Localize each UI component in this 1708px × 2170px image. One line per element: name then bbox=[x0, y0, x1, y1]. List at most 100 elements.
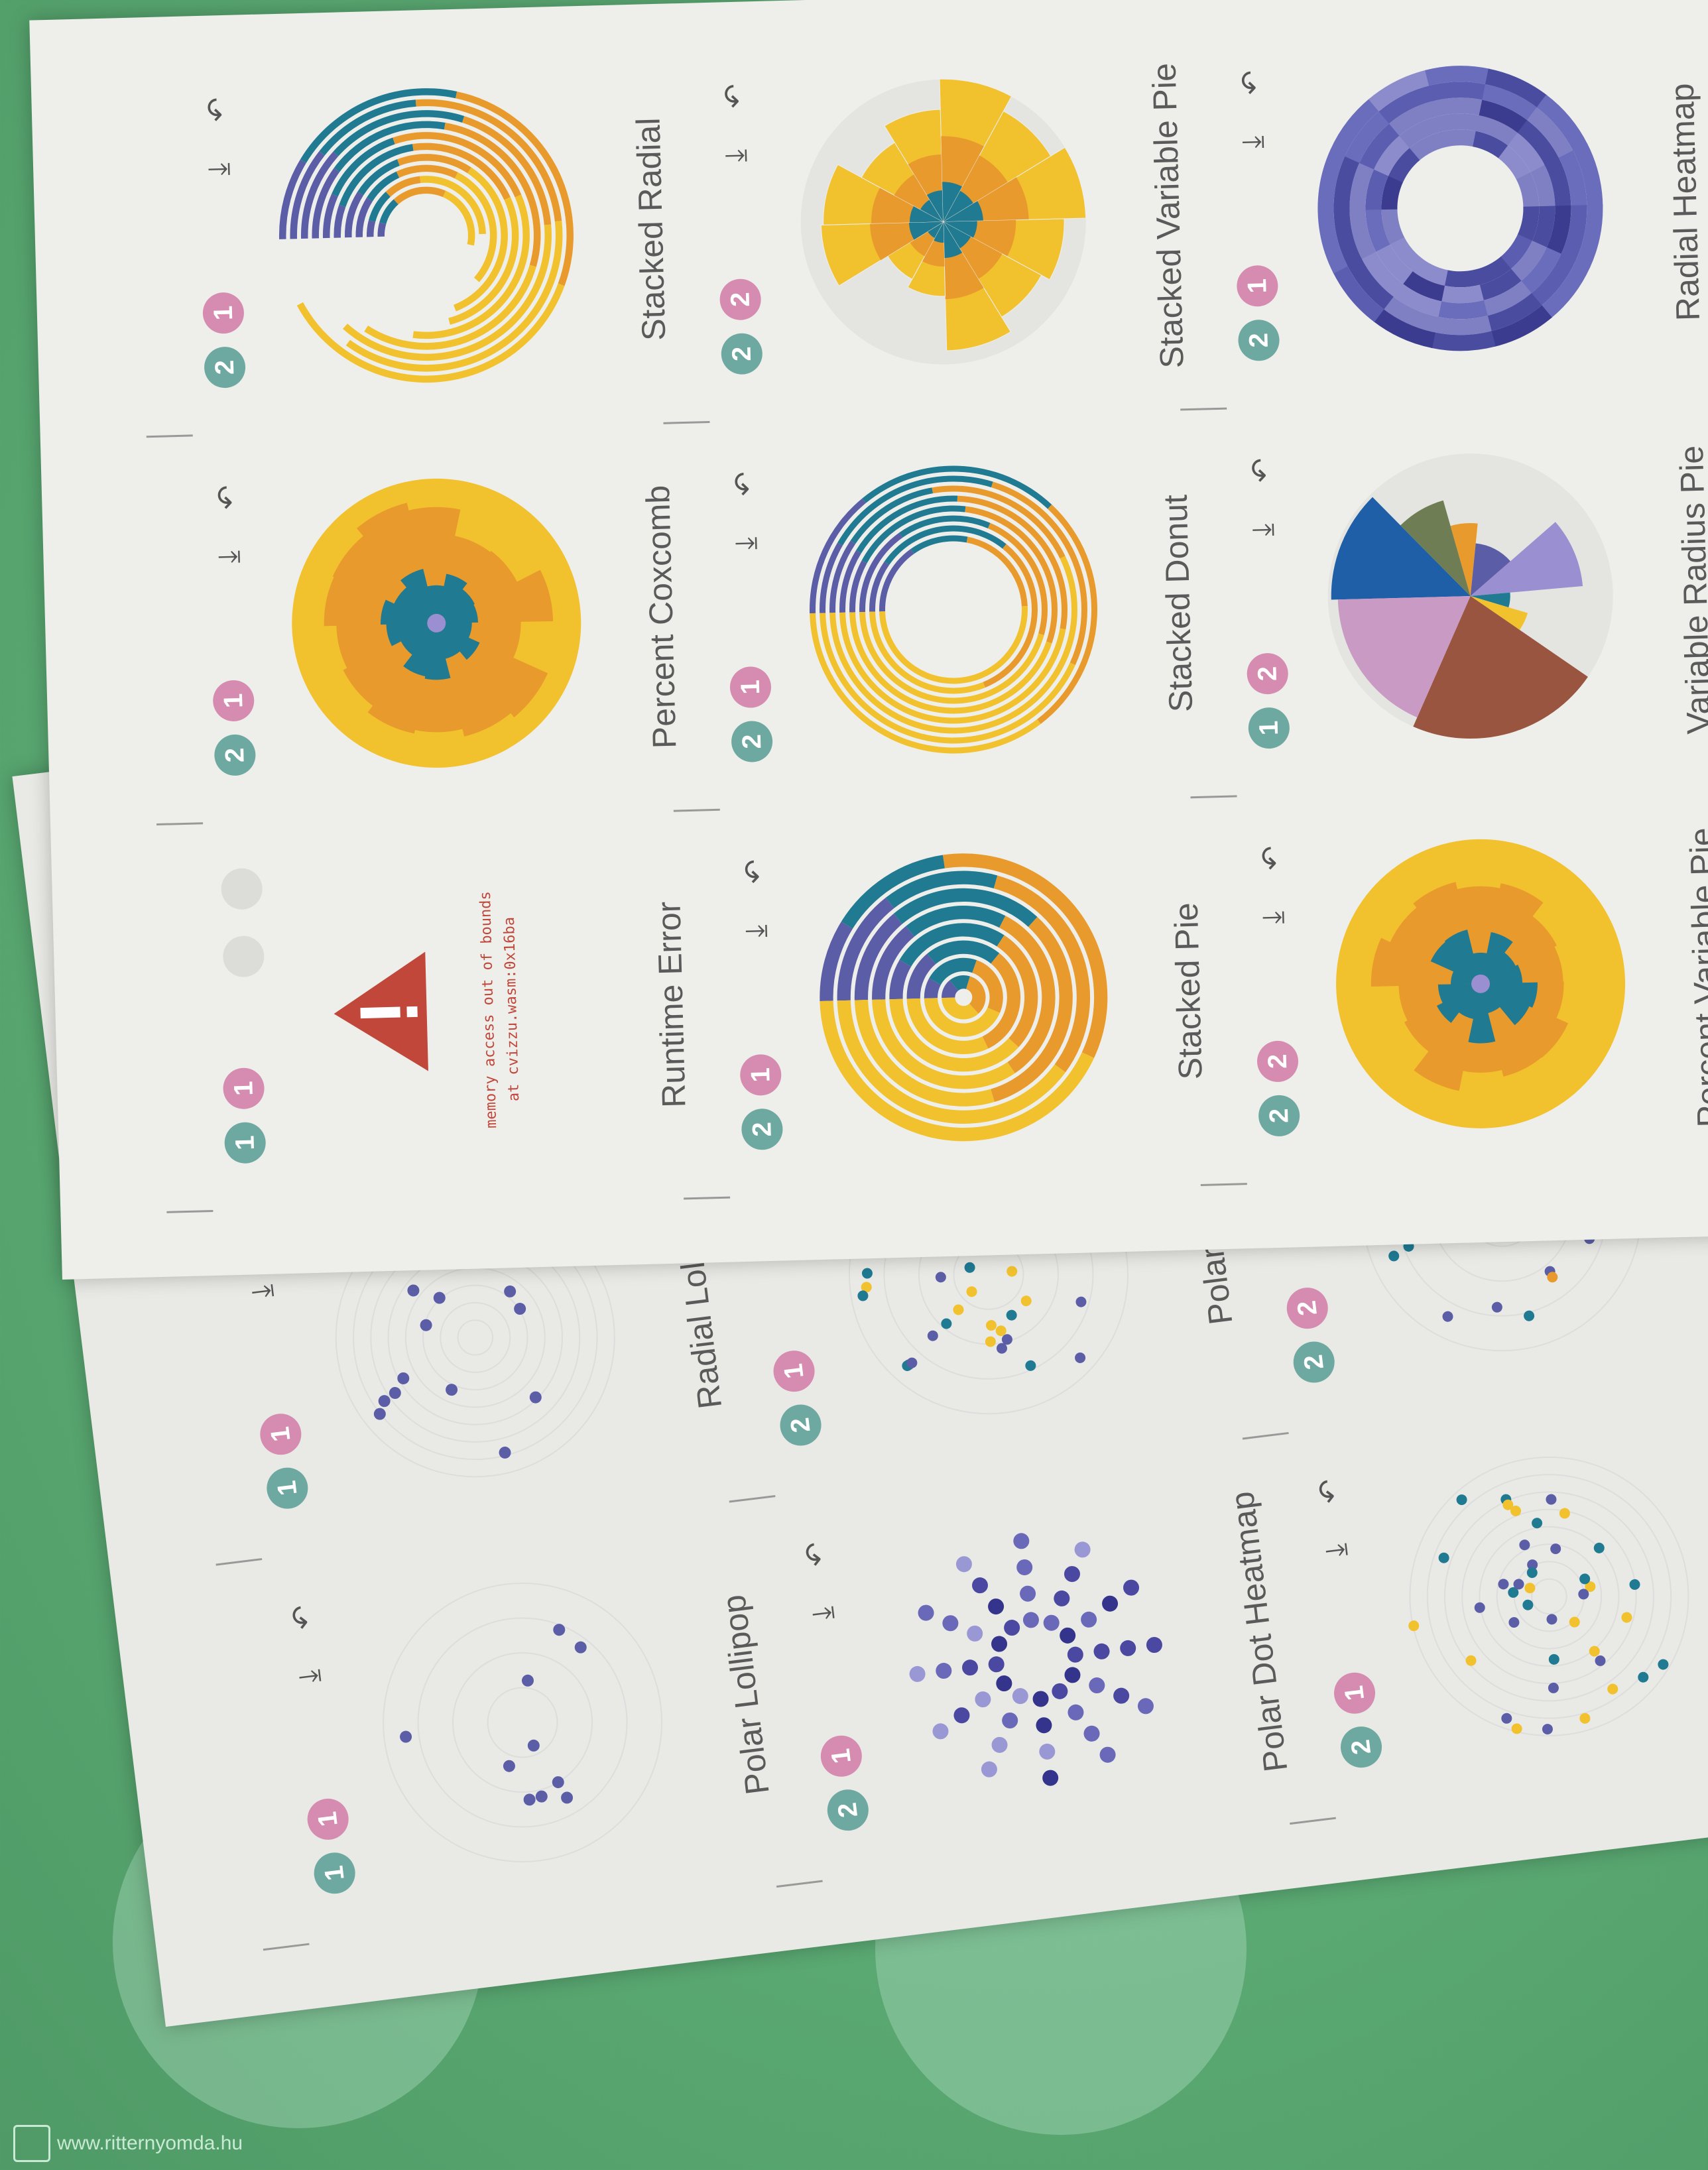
download-icon[interactable]: ⤓ bbox=[729, 536, 762, 551]
heatmap-cell bbox=[1510, 241, 1547, 282]
card-toolbar: ⤓↶ bbox=[727, 467, 763, 560]
sector bbox=[407, 507, 461, 623]
data-point bbox=[1542, 1724, 1553, 1735]
count-badge: 1 bbox=[264, 1465, 310, 1512]
ring-segment bbox=[942, 997, 979, 1020]
ring-segment bbox=[862, 465, 1052, 509]
heatmap-cell bbox=[1373, 308, 1435, 349]
undo-icon[interactable]: ↶ bbox=[1235, 70, 1268, 95]
heatmap-cell bbox=[1333, 210, 1362, 267]
chart-card: 2 1 ⤓ ↶ Stacked Radial bbox=[162, 34, 690, 436]
data-point bbox=[1524, 1583, 1536, 1594]
data-point bbox=[1012, 1688, 1028, 1705]
download-icon[interactable]: ⤓ bbox=[1246, 522, 1280, 537]
count-badge: 1 bbox=[212, 680, 255, 722]
data-point bbox=[1465, 1655, 1477, 1666]
download-icon[interactable]: ⤓ bbox=[1319, 1541, 1353, 1559]
chart-card: 1 2 ⤓ ↶ Variable Radius Pie bbox=[1207, 395, 1708, 796]
grid-circle bbox=[457, 1319, 494, 1356]
heatmap-cell bbox=[1536, 94, 1588, 152]
download-icon[interactable]: ⤓ bbox=[739, 924, 772, 938]
data-point bbox=[861, 1282, 872, 1293]
sector bbox=[403, 623, 437, 677]
crop-mark bbox=[166, 1210, 213, 1213]
ring-segment bbox=[334, 121, 446, 172]
sector bbox=[933, 221, 944, 243]
sector bbox=[926, 190, 944, 222]
ring-segment bbox=[393, 186, 446, 205]
ring-segment bbox=[993, 875, 1091, 1073]
grid-circle bbox=[440, 1301, 511, 1373]
download-icon[interactable]: ⤓ bbox=[719, 149, 753, 163]
undo-icon[interactable]: ↶ bbox=[738, 859, 772, 884]
data-point bbox=[918, 1604, 934, 1621]
download-icon[interactable]: ⤓ bbox=[245, 1283, 279, 1300]
card-toolbar: ⤓↶ bbox=[717, 79, 753, 172]
heatmap-cell bbox=[1482, 84, 1538, 121]
download-icon[interactable]: ⤓ bbox=[212, 550, 245, 564]
undo-icon[interactable]: ↶ bbox=[717, 83, 751, 109]
undo-icon[interactable]: ↶ bbox=[1312, 1477, 1347, 1506]
download-icon[interactable]: ⤓ bbox=[1236, 135, 1269, 149]
heatmap-cell bbox=[1516, 172, 1540, 208]
grid-circle bbox=[383, 1583, 663, 1863]
ring-segment bbox=[393, 132, 522, 198]
data-point bbox=[1064, 1566, 1080, 1583]
download-icon[interactable]: ⤓ bbox=[292, 1668, 327, 1685]
data-point bbox=[1099, 1746, 1116, 1763]
download-icon[interactable]: ⤓ bbox=[202, 162, 235, 176]
download-icon[interactable]: ⤓ bbox=[1256, 910, 1290, 925]
heatmap-cell bbox=[1540, 260, 1591, 319]
data-point bbox=[861, 1268, 873, 1279]
ring-segment bbox=[357, 159, 400, 196]
grid-circle bbox=[1426, 1474, 1672, 1719]
heatmap-cell bbox=[1508, 133, 1546, 173]
card-toolbar: ⤓↶ bbox=[284, 1598, 328, 1695]
card-toolbar: ⤓↶ bbox=[1245, 453, 1280, 547]
data-point bbox=[1501, 1713, 1512, 1724]
undo-icon[interactable]: ↶ bbox=[211, 484, 245, 511]
sector bbox=[436, 622, 472, 638]
ring-segment bbox=[368, 192, 391, 222]
undo-icon[interactable]: ↶ bbox=[200, 97, 234, 123]
heatmap-cell bbox=[1561, 205, 1587, 262]
data-point bbox=[1146, 1637, 1162, 1654]
heatmap-cell bbox=[1381, 175, 1404, 211]
sector bbox=[928, 221, 944, 238]
heatmap-cell bbox=[1433, 316, 1492, 335]
error-chart: memory access out of bounds at cvizzu.was… bbox=[334, 891, 522, 1128]
error-message: memory access out of bounds bbox=[477, 891, 500, 1128]
download-icon[interactable]: ⤓ bbox=[806, 1604, 840, 1622]
data-point bbox=[389, 1386, 401, 1399]
ring-segment bbox=[415, 99, 562, 222]
ring-segment bbox=[854, 1000, 995, 1107]
sector bbox=[1456, 886, 1501, 984]
data-point bbox=[1442, 1311, 1453, 1322]
data-point bbox=[1020, 1296, 1032, 1307]
data-point bbox=[1621, 1612, 1632, 1623]
data-point bbox=[1508, 1587, 1519, 1598]
undo-icon[interactable]: ↶ bbox=[1245, 457, 1278, 483]
heatmap-cell bbox=[1330, 98, 1380, 156]
undo-icon[interactable]: ↶ bbox=[1255, 845, 1288, 871]
ring-segment bbox=[820, 542, 843, 613]
data-point bbox=[1074, 1541, 1091, 1558]
data-point bbox=[1519, 1539, 1530, 1551]
heatmap-cell bbox=[1378, 85, 1434, 124]
undo-icon[interactable]: ↶ bbox=[798, 1539, 834, 1569]
watermark: www.ritternyomda.hu bbox=[13, 2125, 243, 2162]
chart-title: Radial Heatmap bbox=[1663, 82, 1707, 322]
heatmap-cell bbox=[1433, 97, 1483, 117]
count-badge: 2 bbox=[1338, 1724, 1384, 1770]
undo-icon[interactable]: ↶ bbox=[727, 471, 761, 497]
data-point bbox=[1498, 1579, 1509, 1590]
data-point bbox=[988, 1598, 1005, 1615]
ring-segment bbox=[966, 976, 986, 1014]
undo-icon[interactable]: ↶ bbox=[284, 1602, 320, 1632]
heatmap-cell bbox=[1429, 82, 1487, 101]
data-point bbox=[1001, 1334, 1012, 1345]
